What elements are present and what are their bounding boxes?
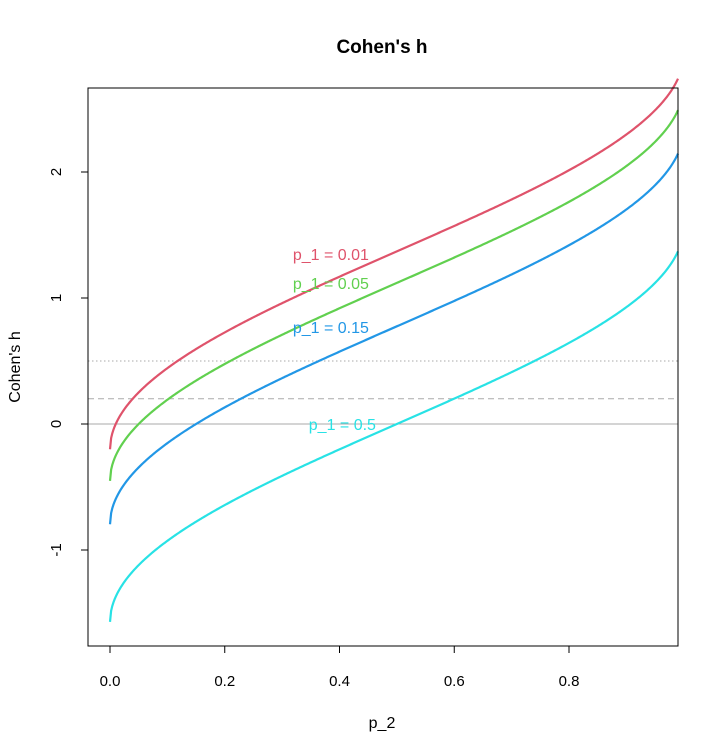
- x-axis: 0.0 0.2 0.4 0.6 0.8: [100, 645, 580, 690]
- series-label-2: p_1 = 0.15: [293, 320, 369, 337]
- y-tick-label-0: -1: [48, 543, 65, 556]
- x-tick-label-3: 0.6: [444, 673, 465, 690]
- series-label-3: p_1 = 0.5: [309, 417, 376, 434]
- reference-lines: [88, 360, 678, 425]
- chart-title: Cohen's h: [336, 37, 427, 58]
- x-tick-label-2: 0.4: [329, 673, 350, 690]
- y-tick-label-3: 2: [48, 168, 65, 176]
- y-tick-label-1: 0: [48, 420, 65, 428]
- series-line-2: [108, 153, 679, 525]
- x-tick-label-4: 0.8: [559, 673, 580, 690]
- y-tick-label-2: 1: [48, 294, 65, 302]
- plot-frame: [87, 87, 679, 647]
- y-axis: -1 0 1 2: [48, 168, 89, 557]
- x-tick-label-0: 0.0: [100, 673, 121, 690]
- series-line-0: [108, 78, 679, 450]
- series-label-0: p_1 = 0.01: [293, 247, 369, 264]
- x-tick-label-1: 0.2: [214, 673, 235, 690]
- series-curves: [108, 78, 679, 623]
- series-line-3: [108, 250, 679, 623]
- series-line-1: [108, 109, 679, 481]
- series-label-1: p_1 = 0.05: [293, 276, 369, 293]
- x-axis-label: p_2: [369, 715, 396, 732]
- series-labels: p_1 = 0.01 p_1 = 0.05 p_1 = 0.15 p_1 = 0.5: [293, 247, 376, 434]
- y-axis-label: Cohen's h: [7, 331, 24, 403]
